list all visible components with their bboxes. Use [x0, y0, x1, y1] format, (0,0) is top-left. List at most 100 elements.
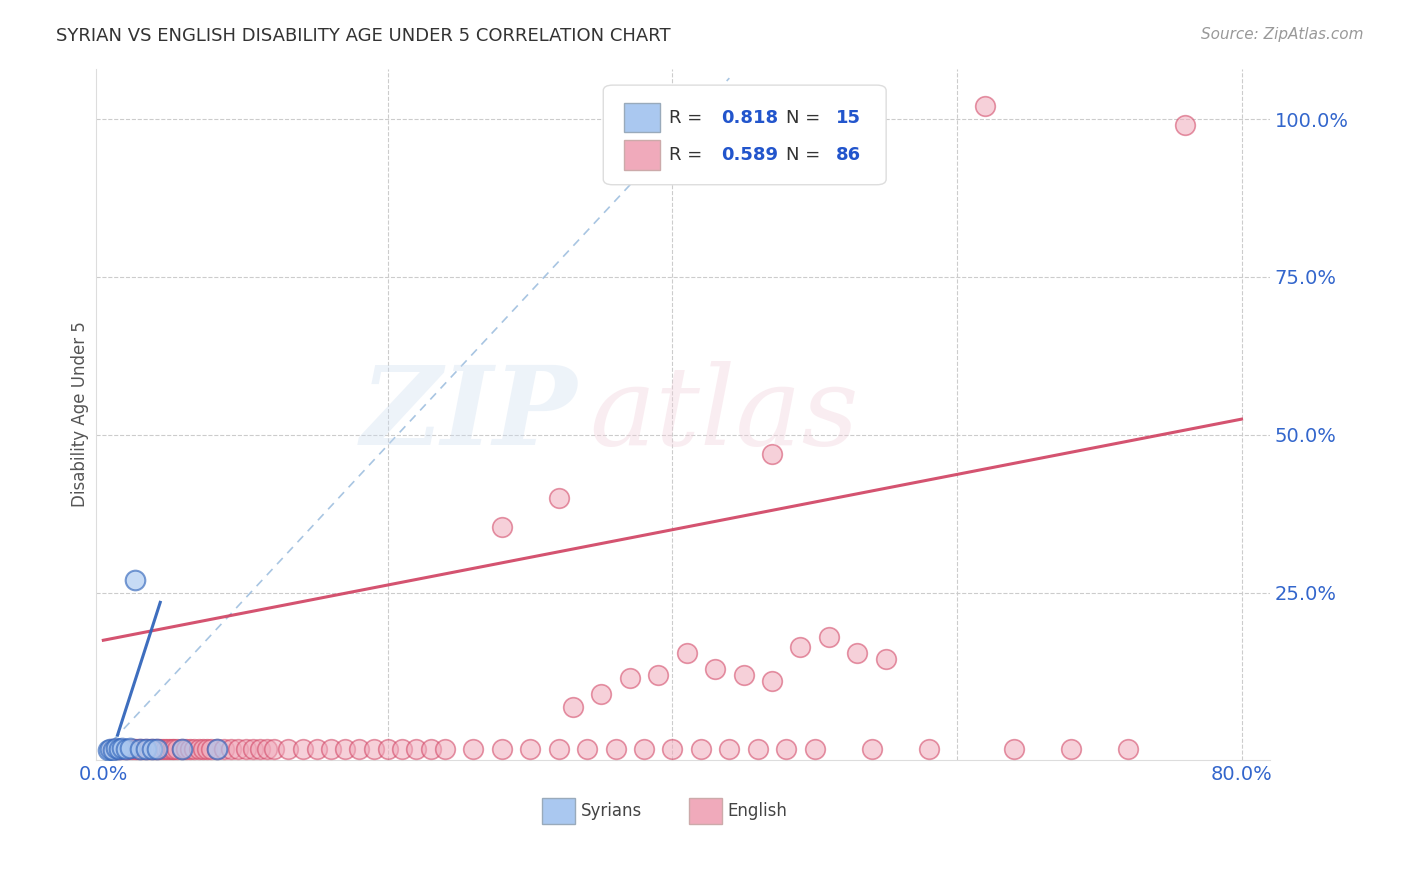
Point: [761, 447, 783, 461]
Text: N =: N =: [786, 146, 827, 164]
Bar: [689, 797, 721, 824]
Text: ZIP: ZIP: [361, 360, 578, 468]
Point: [146, 742, 169, 756]
Point: [647, 668, 669, 682]
Point: [155, 742, 177, 756]
Point: [547, 491, 569, 505]
Point: [561, 699, 583, 714]
Point: [491, 742, 513, 756]
Point: [263, 742, 285, 756]
Point: [235, 742, 257, 756]
Point: [170, 742, 193, 756]
Point: [974, 99, 997, 113]
Point: [405, 742, 427, 756]
Text: English: English: [728, 802, 787, 820]
Point: [718, 742, 741, 756]
Point: [163, 742, 186, 756]
Point: [277, 742, 299, 756]
Point: [875, 652, 897, 666]
Point: [291, 742, 314, 756]
Point: [97, 742, 120, 756]
Text: Source: ZipAtlas.com: Source: ZipAtlas.com: [1201, 27, 1364, 42]
FancyBboxPatch shape: [603, 85, 886, 185]
Point: [605, 742, 627, 756]
Point: [747, 742, 769, 756]
Point: [115, 742, 138, 756]
Point: [761, 674, 783, 689]
Point: [111, 740, 134, 755]
Point: [138, 742, 160, 756]
Point: [200, 742, 222, 756]
Point: [129, 742, 152, 756]
Point: [124, 742, 146, 756]
Point: [704, 662, 727, 676]
Point: [121, 742, 143, 756]
Point: [846, 646, 869, 660]
Point: [1060, 742, 1083, 756]
Point: [170, 742, 193, 756]
Point: [519, 742, 541, 756]
Text: 15: 15: [835, 109, 860, 127]
Point: [183, 742, 205, 756]
Point: [135, 742, 157, 756]
Y-axis label: Disability Age Under 5: Disability Age Under 5: [72, 321, 89, 508]
Text: 0.589: 0.589: [721, 146, 778, 164]
Point: [689, 742, 711, 756]
Point: [733, 668, 755, 682]
Point: [789, 640, 811, 654]
Point: [419, 742, 441, 756]
Point: [179, 742, 201, 756]
Point: [195, 742, 218, 756]
Point: [349, 742, 371, 756]
Point: [129, 742, 152, 756]
Point: [335, 742, 357, 756]
Text: R =: R =: [669, 146, 709, 164]
Point: [256, 742, 278, 756]
Point: [100, 742, 122, 756]
Point: [141, 742, 163, 756]
Point: [433, 742, 456, 756]
Text: N =: N =: [786, 109, 827, 127]
Point: [166, 742, 188, 756]
Point: [110, 742, 132, 756]
Text: SYRIAN VS ENGLISH DISABILITY AGE UNDER 5 CORRELATION CHART: SYRIAN VS ENGLISH DISABILITY AGE UNDER 5…: [56, 27, 671, 45]
Point: [152, 742, 174, 756]
Text: 0.818: 0.818: [721, 109, 778, 127]
Point: [103, 742, 125, 756]
Point: [141, 742, 163, 756]
Bar: [624, 103, 659, 132]
Text: R =: R =: [669, 109, 709, 127]
Text: Syrians: Syrians: [581, 802, 643, 820]
Point: [205, 742, 228, 756]
Point: [228, 742, 250, 756]
Point: [661, 742, 683, 756]
Point: [108, 742, 131, 756]
Bar: [624, 140, 659, 169]
Point: [146, 742, 169, 756]
Point: [191, 742, 214, 756]
Point: [157, 742, 180, 756]
Point: [860, 742, 883, 756]
Text: atlas: atlas: [589, 360, 859, 468]
Point: [105, 741, 128, 756]
Point: [214, 742, 236, 756]
Text: 86: 86: [835, 146, 860, 164]
Point: [1116, 742, 1139, 756]
Point: [118, 742, 141, 756]
Point: [160, 742, 183, 756]
Point: [124, 573, 146, 587]
Point: [305, 742, 328, 756]
Point: [1174, 119, 1197, 133]
Point: [391, 742, 413, 756]
Point: [319, 742, 342, 756]
Bar: [543, 797, 575, 824]
Point: [377, 742, 399, 756]
Point: [101, 742, 124, 756]
Point: [143, 742, 166, 756]
Point: [249, 742, 271, 756]
Point: [775, 742, 797, 756]
Point: [803, 742, 825, 756]
Point: [132, 742, 155, 756]
Point: [104, 742, 127, 756]
Point: [149, 742, 172, 756]
